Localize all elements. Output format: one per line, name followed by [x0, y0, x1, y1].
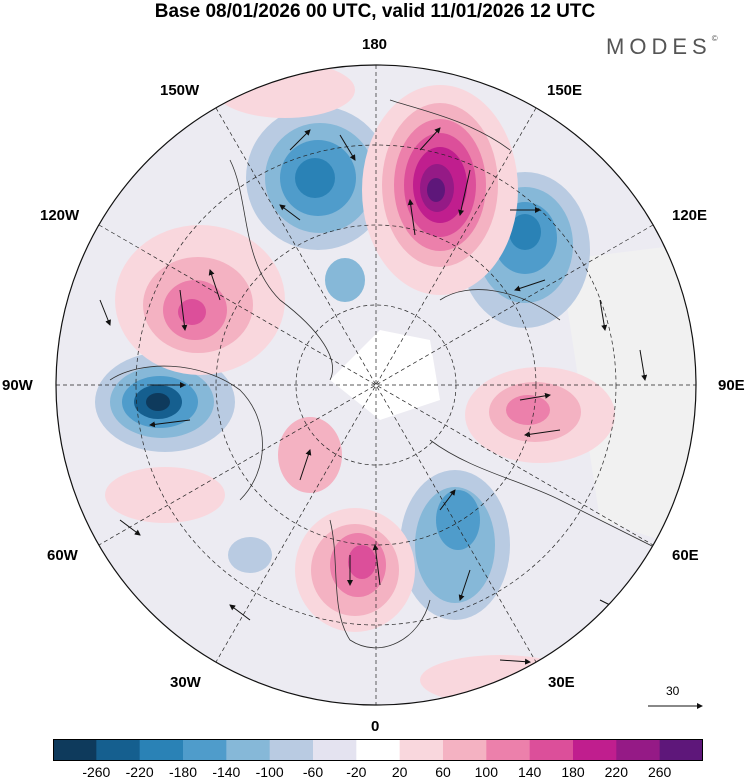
- colorbar-swatch: [529, 739, 574, 761]
- colorbar-swatch: [616, 739, 661, 761]
- graticule: [56, 65, 696, 705]
- colorbar-swatch: [269, 739, 314, 761]
- anomaly-high-7: [215, 65, 355, 118]
- lon-label-30e: 30E: [548, 674, 575, 691]
- neutral-region-east: [560, 240, 696, 560]
- colorbar-swatch: [139, 739, 184, 761]
- colorbar-border: [53, 739, 703, 761]
- colorbar-tick-label: -180: [168, 764, 198, 780]
- colorbar-tick-label: 100: [474, 764, 499, 780]
- lon-label-150e: 150E: [547, 82, 583, 99]
- colorbar-swatch: [53, 739, 97, 761]
- reference-vector-label: 30: [666, 684, 680, 698]
- colorbar-swatch: [356, 739, 401, 761]
- lon-label-180: 180: [362, 36, 388, 53]
- colorbar-swatch: [226, 739, 271, 761]
- colorbar-swatch: [96, 739, 141, 761]
- anomaly-low-4: [400, 470, 510, 620]
- field-layer: [56, 65, 696, 705]
- lon-label-0: 0: [371, 718, 380, 735]
- colorbar-tick-label: 20: [391, 764, 408, 780]
- anomaly-high-5: [278, 417, 342, 493]
- anomaly-low-1: [246, 106, 390, 250]
- colorbar-tick-label: 220: [604, 764, 629, 780]
- colorbar-swatch: [399, 739, 444, 761]
- colorbar-swatch: [659, 739, 703, 761]
- anomaly-high-4: [465, 367, 615, 463]
- lon-label-60w: 60W: [47, 547, 78, 564]
- lon-label-150w: 150W: [160, 82, 200, 99]
- colorbar-tick-label: -140: [212, 764, 241, 780]
- anomaly-high-3: [295, 508, 415, 632]
- colorbar-tick-label: -260: [82, 764, 111, 780]
- lon-label-30w: 30W: [170, 674, 201, 691]
- colorbar-tick-label: -60: [302, 764, 324, 780]
- colorbar-swatch: [313, 739, 357, 761]
- colorbar-tick-label: -100: [255, 764, 284, 780]
- anomaly-low-6: [228, 537, 272, 573]
- modes-logo: MODES©: [606, 34, 718, 60]
- anomaly-high-6: [105, 467, 225, 523]
- anomaly-high-1: [362, 85, 518, 295]
- colorbar-tick-label: -220: [125, 764, 154, 780]
- anomaly-low-3: [95, 352, 235, 452]
- brand-mark: ©: [711, 34, 718, 43]
- colorbar-tick-label: 140: [517, 764, 542, 780]
- anomaly-high-2: [115, 225, 285, 375]
- colorbar-tick-label: -20: [346, 764, 367, 780]
- colorbar-swatch: [573, 739, 617, 761]
- colorbar-swatch: [443, 739, 487, 761]
- lon-label-60e: 60E: [672, 547, 699, 564]
- lon-label-90w: 90W: [2, 377, 33, 394]
- lon-label-90e: 90E: [718, 377, 745, 394]
- colorbar-tick-label: 260: [647, 764, 672, 780]
- coastlines: [109, 99, 681, 649]
- map-title: Base 08/01/2026 00 UTC, valid 11/01/2026…: [154, 1, 596, 22]
- colorbar-tick-label: 60: [435, 764, 451, 780]
- map-border: [55, 64, 697, 706]
- lon-label-120w: 120W: [40, 207, 80, 224]
- anomaly-low-5: [325, 258, 365, 302]
- colorbar: [53, 739, 703, 761]
- lon-label-120e: 120E: [672, 207, 708, 224]
- colorbar-swatch: [183, 739, 227, 761]
- colorbar-tick-label: 180: [561, 764, 585, 780]
- colorbar-swatch: [486, 739, 531, 761]
- brand-text: MODES: [606, 34, 712, 59]
